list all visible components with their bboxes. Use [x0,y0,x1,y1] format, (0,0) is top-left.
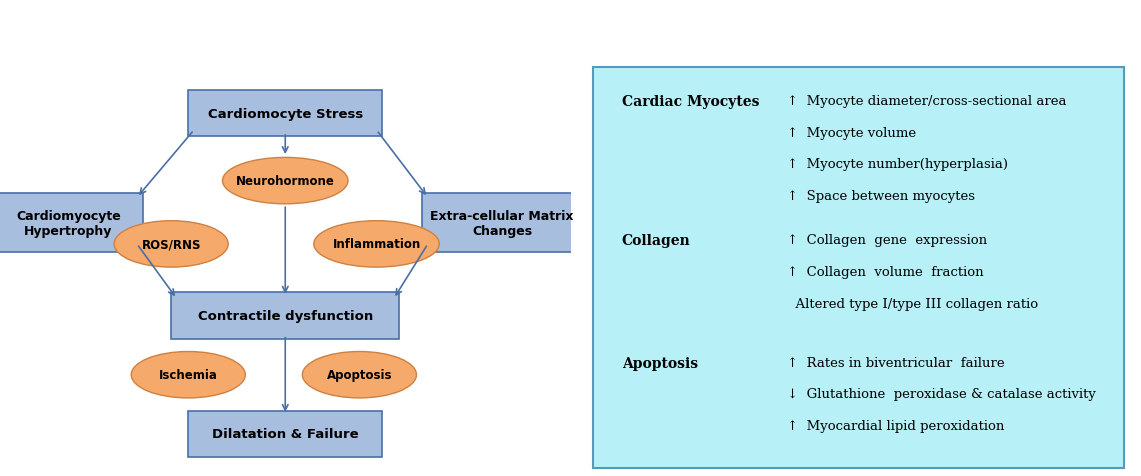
Text: ↑  Rates in biventricular  failure: ↑ Rates in biventricular failure [787,356,1005,369]
Text: Collagen: Collagen [622,234,690,248]
Ellipse shape [222,158,348,204]
FancyBboxPatch shape [593,68,1124,467]
Ellipse shape [314,221,439,268]
Ellipse shape [131,352,245,398]
Text: ROS/RNS: ROS/RNS [141,238,201,251]
Text: Cardiomyocyte
Hypertrophy: Cardiomyocyte Hypertrophy [16,209,121,238]
Ellipse shape [114,221,228,268]
Text: Molecular and cellular mechanisms of RV failure in PAH: Molecular and cellular mechanisms of RV … [32,19,539,36]
Text: Ischemia: Ischemia [159,368,218,381]
Text: Neurohormone: Neurohormone [236,175,334,188]
Text: Contractile dysfunction: Contractile dysfunction [197,309,373,322]
FancyBboxPatch shape [0,194,143,253]
FancyBboxPatch shape [188,91,382,137]
Text: ↑  Space between myocytes: ↑ Space between myocytes [787,189,976,203]
Text: Apoptosis: Apoptosis [326,368,393,381]
Text: Dilatation & Failure: Dilatation & Failure [212,427,358,440]
Text: ↓  Glutathione  peroxidase & catalase activity: ↓ Glutathione peroxidase & catalase acti… [787,387,1097,400]
Text: ↑  Collagen  volume  fraction: ↑ Collagen volume fraction [787,266,984,278]
Text: ↑  Collagen  gene  expression: ↑ Collagen gene expression [787,234,987,247]
Text: ↑  Myocyte number(hyperplasia): ↑ Myocyte number(hyperplasia) [787,158,1009,171]
Text: ↑  Myocyte diameter/cross-sectional area: ↑ Myocyte diameter/cross-sectional area [787,95,1067,108]
Text: Extra-cellular Matrix
Changes: Extra-cellular Matrix Changes [430,209,574,238]
Text: ↑  Myocyte volume: ↑ Myocyte volume [787,127,916,139]
FancyBboxPatch shape [188,411,382,457]
Text: Apoptosis: Apoptosis [622,356,698,370]
Text: ↑  Myocardial lipid peroxidation: ↑ Myocardial lipid peroxidation [787,419,1005,432]
Text: Molecular and cellular mechanisms of RV failure in PAH: Molecular and cellular mechanisms of RV … [602,19,1109,36]
Text: Cardiac Myocytes: Cardiac Myocytes [622,95,760,109]
Text: Inflammation: Inflammation [332,238,421,251]
FancyBboxPatch shape [422,194,582,253]
Text: Cardiomocyte Stress: Cardiomocyte Stress [208,108,363,120]
Ellipse shape [302,352,416,398]
FancyBboxPatch shape [171,293,399,339]
Text: Altered type I/type III collagen ratio: Altered type I/type III collagen ratio [787,297,1038,310]
